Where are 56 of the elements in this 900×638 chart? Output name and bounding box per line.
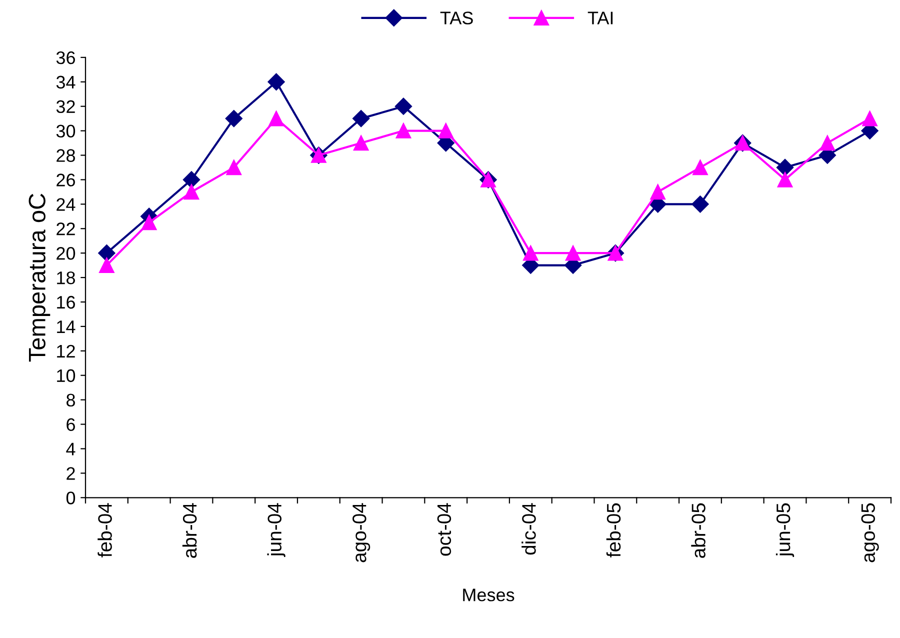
point xyxy=(268,73,285,90)
x-tick-label: jun-05 xyxy=(776,503,794,558)
x-tick-label: ago-04 xyxy=(352,503,370,562)
point xyxy=(394,98,412,115)
point xyxy=(182,171,200,188)
x-tick-label: dic-04 xyxy=(522,503,536,555)
y-tick-label: 18 xyxy=(57,271,75,284)
x-axis-title: Meses xyxy=(463,588,514,602)
y-tick-label: 6 xyxy=(66,418,75,431)
y-axis-title: Temperatura oC xyxy=(28,194,50,362)
y-tick-label: 32 xyxy=(56,100,75,114)
y-tick-label: 22 xyxy=(56,222,75,236)
point xyxy=(352,110,370,128)
legend-label: TAI xyxy=(588,12,613,24)
point xyxy=(268,110,284,126)
point xyxy=(820,135,836,151)
y-tick-label: 12 xyxy=(57,344,75,358)
x-tick-label: feb-04 xyxy=(98,503,112,558)
y-tick-label: 8 xyxy=(66,394,75,407)
x-tick-label: abr-05 xyxy=(691,503,706,558)
legend-label: TAS xyxy=(440,12,473,24)
point xyxy=(523,245,538,261)
point xyxy=(98,244,116,262)
y-tick-label: 0 xyxy=(66,492,76,504)
y-tick-label: 36 xyxy=(56,51,75,64)
y-tick-label: 34 xyxy=(56,76,76,89)
x-tick-label: feb-05 xyxy=(606,503,621,558)
point xyxy=(184,184,200,200)
point xyxy=(353,135,369,151)
x-tick-label: ago-05 xyxy=(861,503,879,562)
point xyxy=(225,110,242,128)
y-tick-label: 26 xyxy=(56,174,75,186)
y-tick-label: 10 xyxy=(57,369,76,382)
point xyxy=(141,214,157,230)
point xyxy=(99,258,114,273)
point xyxy=(226,160,242,176)
y-tick-label: 20 xyxy=(56,247,76,260)
y-tick-label: 2 xyxy=(66,467,75,480)
y-tick-label: 24 xyxy=(56,198,76,211)
y-tick-label: 4 xyxy=(66,442,76,456)
y-tick-label: 30 xyxy=(56,124,76,138)
point xyxy=(862,110,878,126)
y-tick-label: 14 xyxy=(57,320,76,333)
point xyxy=(777,172,793,188)
point xyxy=(396,123,412,138)
x-tick-label: jun-04 xyxy=(267,503,286,558)
x-tick-label: abr-04 xyxy=(182,503,197,558)
y-tick-label: 28 xyxy=(56,149,75,162)
y-tick-label: 16 xyxy=(57,296,75,309)
point xyxy=(565,245,581,261)
point xyxy=(692,160,708,176)
point xyxy=(692,196,709,213)
x-tick-label: oct-04 xyxy=(437,503,452,556)
point xyxy=(650,184,666,200)
point xyxy=(438,123,454,138)
point xyxy=(776,158,794,176)
